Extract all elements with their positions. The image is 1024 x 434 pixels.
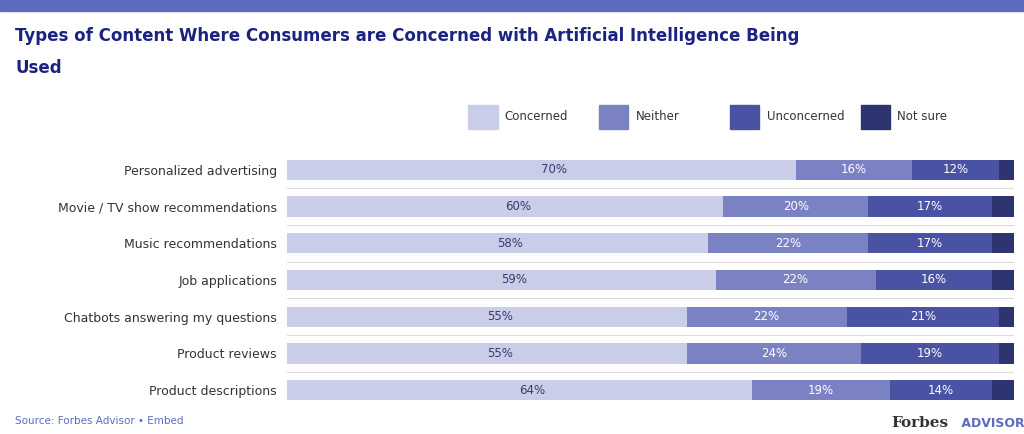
Text: 55%: 55% [486,310,513,323]
Bar [912,160,999,180]
Text: 12%: 12% [942,163,969,176]
Bar [861,343,999,364]
Text: 22%: 22% [754,310,779,323]
Text: 24%: 24% [761,347,786,360]
Bar [287,270,716,290]
Text: 64%: 64% [519,384,546,397]
Text: 16%: 16% [841,163,867,176]
Bar [686,343,861,364]
Text: 17%: 17% [918,200,943,213]
Bar [992,196,1014,217]
Text: Neither: Neither [636,111,680,123]
Bar [686,306,847,327]
Text: 14%: 14% [928,384,954,397]
Bar [876,270,992,290]
Bar [287,343,686,364]
Bar [999,306,1014,327]
Bar [999,160,1014,180]
Text: 21%: 21% [909,310,936,323]
Bar [992,380,1014,400]
Bar [868,233,992,253]
Bar [287,306,686,327]
Bar [999,343,1014,364]
Bar [730,105,760,129]
Bar [716,270,876,290]
Bar [847,306,999,327]
Text: 22%: 22% [782,273,809,286]
Text: Forbes: Forbes [891,416,948,430]
Text: 19%: 19% [918,347,943,360]
Bar [599,105,629,129]
Bar [287,160,796,180]
Text: Source: Forbes Advisor • Embed: Source: Forbes Advisor • Embed [15,416,184,426]
Bar [752,380,890,400]
Text: Not sure: Not sure [897,111,947,123]
Text: Unconcerned: Unconcerned [767,111,844,123]
Text: Concerned: Concerned [505,111,568,123]
Bar [796,160,912,180]
Bar [287,380,752,400]
Text: ADVISOR: ADVISOR [957,417,1024,430]
Text: 20%: 20% [782,200,809,213]
Bar [723,196,868,217]
Bar [992,270,1014,290]
Text: 55%: 55% [486,347,513,360]
Text: 58%: 58% [498,237,523,250]
Bar [469,105,498,129]
Text: Types of Content Where Consumers are Concerned with Artificial Intelligence Bein: Types of Content Where Consumers are Con… [15,27,800,45]
Text: 70%: 70% [541,163,567,176]
Bar [709,233,868,253]
Text: 22%: 22% [775,237,802,250]
Bar [992,233,1014,253]
Bar [861,105,890,129]
Bar [287,233,709,253]
Text: Used: Used [15,59,62,77]
Bar [287,196,723,217]
Bar [890,380,992,400]
Text: 17%: 17% [918,237,943,250]
Text: 59%: 59% [501,273,527,286]
Text: 60%: 60% [505,200,530,213]
Bar [868,196,992,217]
Text: 16%: 16% [921,273,947,286]
Bar [0,0,1024,11]
Text: 19%: 19% [808,384,835,397]
